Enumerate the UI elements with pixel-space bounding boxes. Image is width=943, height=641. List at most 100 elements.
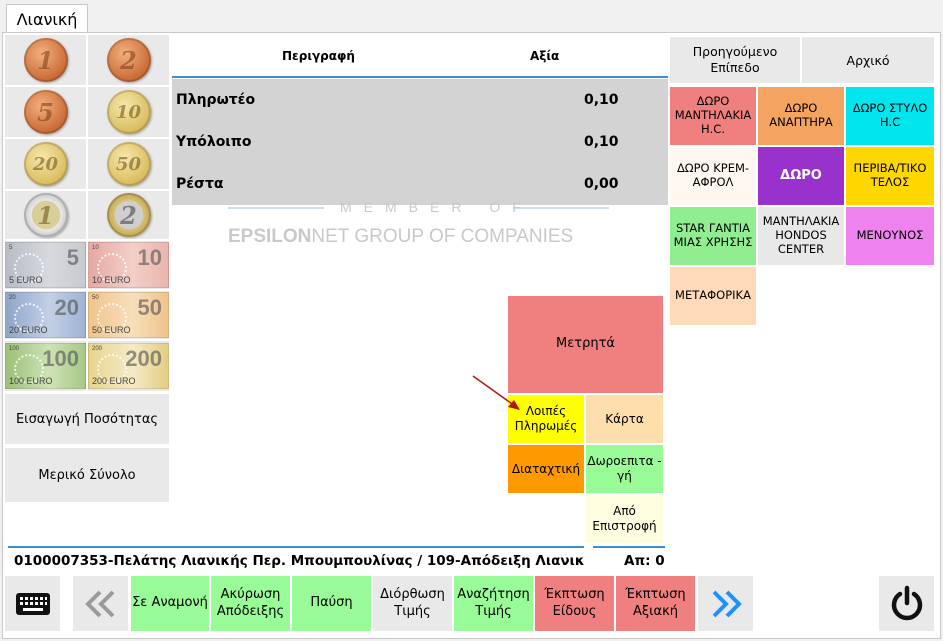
category-gift-tissues-hc[interactable]: ΔΩΡΟ ΜΑΝΤΗΛΑΚΙΑ Η.C. [669, 86, 757, 146]
note-value: 10 [137, 245, 162, 270]
note-value: 20 [54, 295, 79, 320]
note-caption: 200 EURO [92, 376, 136, 386]
category-gift-lighter[interactable]: ΔΩΡΟ ΑΝΑΠΤΗΡΑ [757, 86, 845, 146]
category-env-fee[interactable]: ΠΕΡΙΒΑ/ΤΙΚΟ ΤΕΛΟΣ [845, 146, 935, 206]
note-200-euro-button[interactable]: 200 200 200 EURO [87, 340, 170, 392]
coin-icon: 10 [106, 90, 151, 134]
price-search-button[interactable]: Αναζήτηση Τιμής [453, 575, 534, 632]
note-value: 50 [137, 295, 162, 320]
category-gift-cream-foam[interactable]: ΔΩΡΟ ΚΡΕΜ-ΑΦΡΟΛ [669, 146, 757, 206]
coin-1-cent-button[interactable]: 1 [4, 34, 87, 86]
power-button[interactable] [878, 575, 935, 632]
note-corner-value: 50 [92, 295, 99, 301]
row-value: 0,10 [584, 92, 619, 108]
note-corner-value: 200 [92, 346, 103, 352]
coin-icon: 2 [106, 38, 151, 82]
note-corner-value: 10 [92, 245, 99, 251]
watermark-brand: EPSILON [228, 226, 312, 247]
gift-card-button[interactable]: Δωροεπιτα - γή [585, 444, 664, 494]
category-menounos[interactable]: ΜΕΝΟΥΝΟΣ [845, 206, 935, 266]
category-shipping[interactable]: ΜΕΤΑΦΟΡΙΚΑ [669, 266, 757, 326]
note-caption: 20 EURO [9, 325, 48, 335]
eu-stars-icon [14, 253, 44, 283]
banknote-icon: 20 20 20 EURO [5, 292, 86, 338]
coin-50-cent-button[interactable]: 50 [87, 138, 170, 190]
watermark-logo: EPSILONNET GROUP OF COMPANIES [228, 226, 573, 248]
table-row-payable: Πληρωτέο 0,10 [172, 79, 668, 121]
eu-stars-icon [14, 303, 44, 333]
note-corner-value: 20 [9, 295, 16, 301]
double-chevron-right-icon [712, 590, 742, 617]
column-header-value: Αξία [530, 49, 560, 63]
note-50-euro-button[interactable]: 50 50 50 EURO [87, 290, 170, 340]
cancel-receipt-button[interactable]: Ακύρωση Απόδειξης [210, 575, 291, 632]
card-payment-button[interactable]: Κάρτα [585, 394, 664, 444]
cash-payment-button[interactable]: Μετρητά [507, 295, 664, 394]
banknote-icon: 200 200 200 EURO [88, 343, 169, 389]
subtotal-button[interactable]: Μερικό Σύνολο [4, 447, 170, 503]
coin-10-cent-button[interactable]: 10 [87, 86, 170, 138]
from-return-button[interactable]: Από Επιστροφή [585, 494, 664, 544]
column-header-description: Περιγραφή [282, 49, 355, 63]
next-page-button[interactable] [697, 575, 754, 632]
category-star-gloves[interactable]: STAR ΓΑΝΤΙΑ ΜΙΑΣ ΧΡΗΣΗΣ [669, 206, 757, 266]
price-correction-button[interactable]: Διόρθωση Τιμής [372, 575, 453, 632]
money-order-button[interactable]: Διαταχτική [507, 444, 585, 494]
status-divider [8, 546, 584, 548]
note-caption: 100 EURO [9, 376, 53, 386]
note-corner-value: 5 [9, 245, 13, 251]
previous-page-button[interactable] [72, 575, 129, 632]
row-value: 0,00 [584, 176, 619, 192]
coin-icon: 50 [106, 142, 151, 186]
eu-stars-icon [14, 354, 44, 384]
double-chevron-left-icon [84, 590, 114, 617]
note-caption: 10 EURO [92, 275, 131, 285]
category-gift-pen-hc[interactable]: ΔΩΡΟ ΣΤΥΛΟ Η.C [845, 86, 935, 146]
tab-retail[interactable]: Λιανική [6, 4, 88, 33]
coin-2-euro-button[interactable]: 2 [87, 190, 170, 240]
previous-level-button[interactable]: Προηγούμενο Επίπεδο [669, 36, 801, 84]
customer-receipt-info: 0100007353-Πελάτης Λιανικής Περ. Μπουμπο… [14, 553, 584, 569]
table-row-balance: Υπόλοιπο 0,10 [172, 121, 668, 163]
watermark-rule-right [513, 207, 609, 209]
note-caption: 50 EURO [92, 325, 131, 335]
keyboard-button[interactable] [4, 575, 61, 632]
banknote-icon: 10 10 10 EURO [88, 242, 169, 288]
power-icon [891, 585, 922, 620]
banknote-icon: 50 50 50 EURO [88, 292, 169, 338]
row-label: Πληρωτέο [176, 92, 256, 108]
item-discount-button[interactable]: Έκπτωση Είδους [534, 575, 615, 632]
hold-button[interactable]: Σε Αναμονή [130, 575, 210, 632]
watermark-member-of: MEMBER OF [340, 199, 533, 215]
value-discount-button[interactable]: Έκπτωση Αξιακή [615, 575, 696, 632]
quantity-entry-button[interactable]: Εισαγωγή Ποσότητας [4, 393, 170, 445]
coin-icon: 5 [23, 90, 68, 134]
category-gift[interactable]: ΔΩΡΟ [757, 146, 845, 206]
table-header: Περιγραφή Αξία [172, 36, 668, 78]
home-level-button[interactable]: Αρχικό [801, 36, 935, 84]
receipt-count: Απ: 0 [624, 553, 665, 569]
row-label: Ρέστα [176, 176, 224, 192]
watermark-group: NET GROUP OF COMPANIES [311, 226, 574, 247]
category-hondos-tissues[interactable]: ΜΑΝΤΗΛΑΚΙΑ HONDOS CENTER [757, 206, 845, 266]
note-value: 5 [66, 245, 79, 270]
note-5-euro-button[interactable]: 5 5 5 EURO [4, 240, 87, 290]
note-corner-value: 100 [9, 346, 20, 352]
note-10-euro-button[interactable]: 10 10 10 EURO [87, 240, 170, 290]
annotation-arrow-icon [472, 375, 520, 410]
coin-5-cent-button[interactable]: 5 [4, 86, 87, 138]
coin-1-euro-button[interactable]: 1 [4, 190, 87, 240]
coin-20-cent-button[interactable]: 20 [4, 138, 87, 190]
pause-button[interactable]: Παύση [291, 575, 372, 632]
note-value: 200 [125, 346, 162, 371]
note-caption: 5 EURO [9, 275, 43, 285]
other-payments-button[interactable]: Λοιπές Πληρωμές [507, 394, 585, 444]
row-label: Υπόλοιπο [176, 134, 252, 150]
coin-2-cent-button[interactable]: 2 [87, 34, 170, 86]
eu-stars-icon [97, 303, 127, 333]
coin-icon: 20 [23, 142, 68, 186]
note-100-euro-button[interactable]: 100 100 100 EURO [4, 340, 87, 392]
note-20-euro-button[interactable]: 20 20 20 EURO [4, 290, 87, 340]
note-value: 100 [42, 346, 79, 371]
coin-icon: 2 [106, 193, 151, 237]
